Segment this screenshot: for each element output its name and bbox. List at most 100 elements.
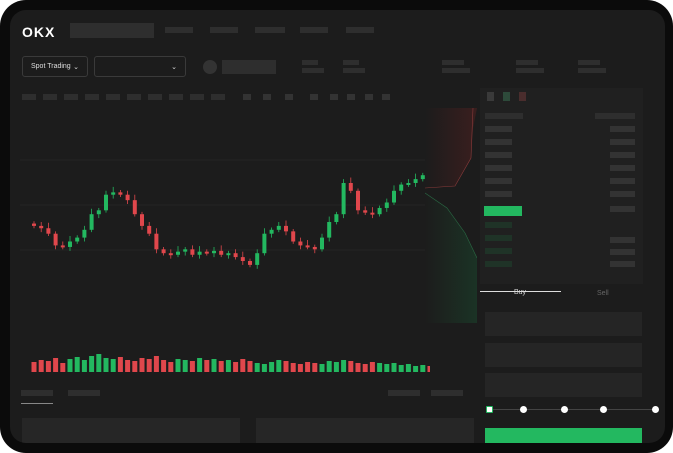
slider-step-75[interactable] bbox=[600, 406, 607, 413]
depth-chart bbox=[425, 108, 477, 323]
timeframe-button[interactable] bbox=[169, 94, 183, 100]
timeframe-button[interactable] bbox=[190, 94, 204, 100]
amount-input[interactable] bbox=[485, 343, 642, 367]
candle bbox=[219, 250, 224, 255]
nav-item[interactable] bbox=[210, 27, 238, 33]
percent-slider[interactable] bbox=[490, 409, 655, 410]
chart-tool-icon[interactable] bbox=[243, 94, 251, 100]
ask-price bbox=[485, 139, 512, 145]
search-bar[interactable] bbox=[70, 23, 154, 38]
chart-tool-icon[interactable] bbox=[285, 94, 293, 100]
stat-label bbox=[516, 60, 538, 65]
candle bbox=[212, 250, 216, 254]
bid-price bbox=[485, 235, 512, 241]
candle bbox=[39, 225, 44, 229]
timeframe-button[interactable] bbox=[64, 94, 78, 100]
volume-bar bbox=[182, 360, 188, 372]
volume-bar bbox=[218, 361, 224, 372]
bid-price bbox=[485, 248, 512, 254]
candle bbox=[125, 194, 130, 201]
volume-bar bbox=[261, 364, 267, 372]
filter-button[interactable] bbox=[431, 390, 463, 396]
slider-step-50[interactable] bbox=[561, 406, 568, 413]
timeframe-button[interactable] bbox=[22, 94, 36, 100]
volume-bar bbox=[89, 356, 95, 372]
timeframe-button[interactable] bbox=[106, 94, 120, 100]
volume-bar bbox=[117, 357, 123, 372]
candle bbox=[248, 261, 252, 265]
candle bbox=[284, 225, 288, 232]
volume-bar bbox=[38, 360, 44, 372]
price-header bbox=[485, 113, 523, 119]
screen: OKX Spot Trading ⌄ ⌄ Buy Sell bbox=[10, 10, 665, 443]
nav-item[interactable] bbox=[346, 27, 374, 33]
volume-bar bbox=[377, 363, 383, 372]
volume-bar bbox=[67, 359, 73, 372]
nav-item[interactable] bbox=[255, 27, 285, 33]
timeframe-button[interactable] bbox=[85, 94, 99, 100]
candle bbox=[291, 231, 296, 242]
candle bbox=[226, 253, 231, 256]
chart-tool-icon[interactable] bbox=[347, 94, 355, 100]
slider-handle[interactable] bbox=[486, 406, 493, 413]
trading-mode-label: Spot Trading bbox=[31, 63, 71, 70]
nav-item[interactable] bbox=[300, 27, 328, 33]
tab-sell[interactable]: Sell bbox=[597, 290, 609, 297]
chart-tool-icon[interactable] bbox=[263, 94, 271, 100]
timeframe-button[interactable] bbox=[127, 94, 141, 100]
ask-amount bbox=[610, 191, 635, 197]
candle bbox=[96, 210, 101, 215]
chart-tool-icon[interactable] bbox=[382, 94, 390, 100]
orderbook-layout-icon[interactable] bbox=[487, 92, 494, 101]
ask-price bbox=[485, 165, 512, 171]
volume-bar bbox=[153, 356, 159, 372]
chart-tool-icon[interactable] bbox=[310, 94, 318, 100]
tab-order-history[interactable] bbox=[68, 390, 100, 396]
slider-step-100[interactable] bbox=[652, 406, 659, 413]
volume-bar bbox=[319, 364, 325, 372]
stat-value bbox=[343, 68, 365, 73]
candle bbox=[334, 214, 339, 222]
slider-step-25[interactable] bbox=[520, 406, 527, 413]
tab-buy[interactable]: Buy bbox=[514, 289, 527, 296]
ask-price bbox=[485, 152, 512, 158]
trading-mode-select[interactable]: Spot Trading ⌄ bbox=[22, 56, 88, 77]
chart-tool-icon[interactable] bbox=[365, 94, 373, 100]
volume-bar bbox=[125, 360, 131, 372]
stat-label bbox=[578, 60, 600, 65]
candle bbox=[392, 190, 396, 203]
volume-bar bbox=[175, 359, 181, 372]
volume-bar bbox=[189, 361, 195, 372]
total-input[interactable] bbox=[485, 373, 642, 397]
ask-price bbox=[485, 178, 512, 184]
orders-panel bbox=[22, 418, 240, 443]
stat-value bbox=[302, 68, 324, 73]
orderbook-asks-icon[interactable] bbox=[519, 92, 526, 101]
volume-bar bbox=[326, 361, 332, 372]
candle bbox=[60, 245, 65, 248]
tab-open-orders[interactable] bbox=[21, 390, 53, 396]
chart-tool-icon[interactable] bbox=[330, 94, 338, 100]
stat-label bbox=[442, 60, 464, 65]
orderbook-bids-icon[interactable] bbox=[503, 92, 510, 101]
candlestick-chart[interactable] bbox=[20, 110, 430, 372]
stat-value bbox=[516, 68, 544, 73]
timeframe-button[interactable] bbox=[148, 94, 162, 100]
buy-button[interactable] bbox=[485, 428, 642, 443]
ask-amount bbox=[610, 126, 635, 132]
candle bbox=[240, 257, 245, 261]
pair-name bbox=[222, 60, 276, 74]
candle bbox=[75, 237, 80, 242]
bid-amount bbox=[610, 261, 635, 267]
nav-item[interactable] bbox=[165, 27, 193, 33]
filter-button[interactable] bbox=[388, 390, 420, 396]
timeframe-button[interactable] bbox=[43, 94, 57, 100]
candle bbox=[118, 192, 123, 195]
ask-amount bbox=[610, 178, 635, 184]
price-input[interactable] bbox=[485, 312, 642, 336]
candle bbox=[204, 251, 209, 254]
timeframe-button[interactable] bbox=[211, 94, 225, 100]
pair-select[interactable]: ⌄ bbox=[94, 56, 186, 77]
candle bbox=[377, 207, 382, 215]
